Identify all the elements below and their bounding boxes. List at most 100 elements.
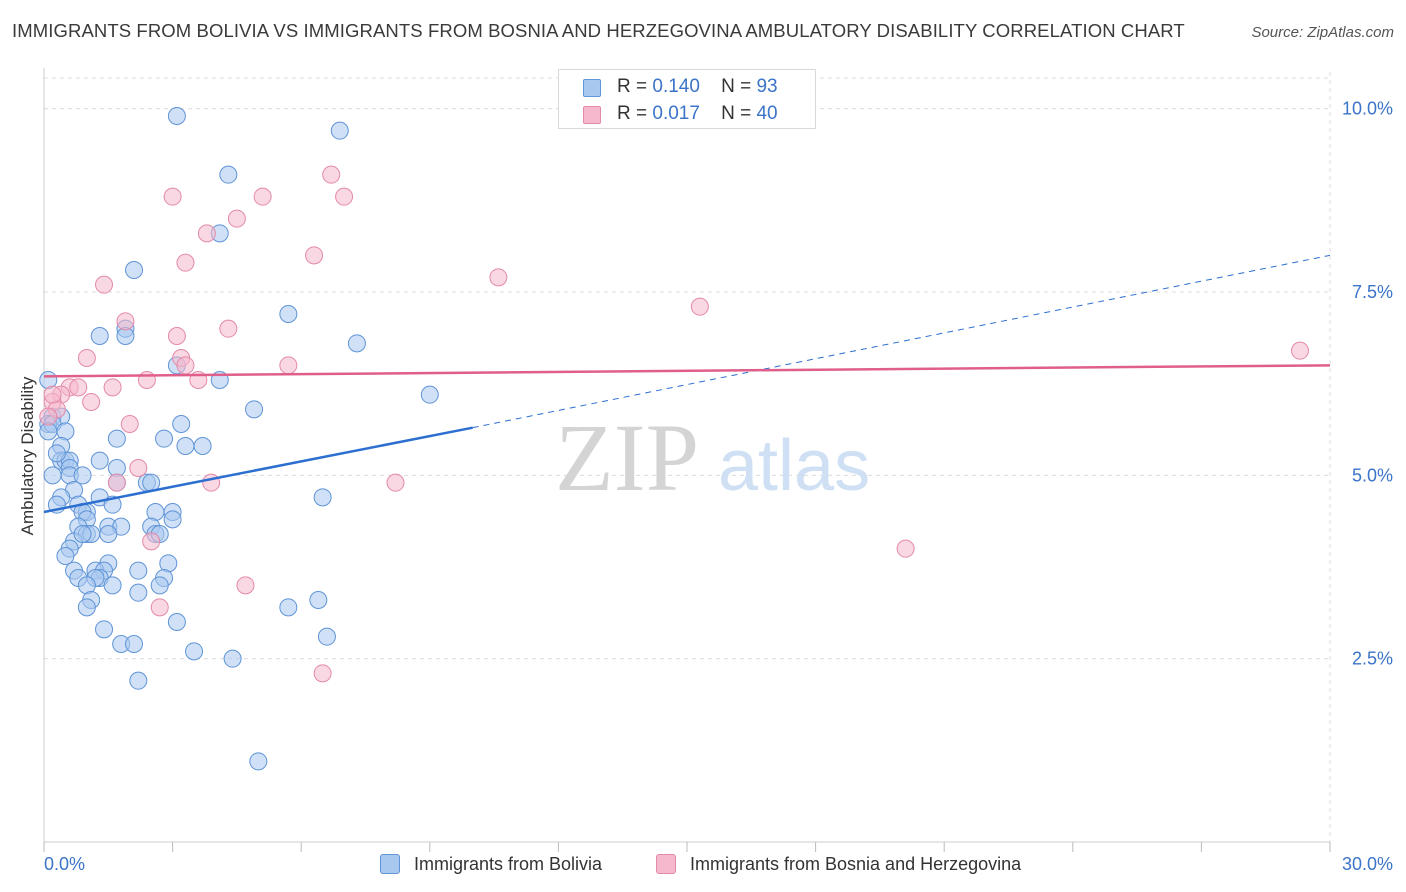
data-point-bosnia bbox=[129, 459, 148, 477]
data-point-bolivia bbox=[73, 525, 92, 543]
correlation-legend: R = 0.140 N = 93 R = 0.017 N = 40 bbox=[558, 69, 816, 129]
data-point-bolivia bbox=[73, 466, 92, 485]
trend-line-bolivia-extension bbox=[472, 254, 1331, 429]
data-point-bolivia bbox=[129, 583, 148, 602]
trend-line-bosnia bbox=[43, 364, 1331, 378]
data-point-bolivia bbox=[347, 334, 366, 353]
legend-label-bolivia: Immigrants from Bolivia bbox=[414, 854, 603, 874]
data-point-bosnia bbox=[279, 356, 298, 375]
data-point-bolivia bbox=[279, 305, 298, 323]
data-point-bosnia bbox=[176, 356, 195, 375]
data-point-bosnia bbox=[95, 275, 114, 294]
data-point-bosnia bbox=[103, 378, 122, 397]
data-point-bosnia bbox=[896, 539, 915, 558]
data-point-bosnia bbox=[176, 253, 195, 272]
legend-r-label: R = bbox=[617, 103, 648, 124]
data-point-bosnia bbox=[82, 393, 101, 411]
data-point-bolivia bbox=[90, 327, 109, 345]
data-point-bosnia bbox=[335, 187, 354, 206]
data-point-bolivia bbox=[150, 576, 169, 595]
data-point-bosnia bbox=[489, 268, 508, 287]
data-point-bolivia bbox=[155, 429, 174, 448]
legend-swatch-pink bbox=[583, 106, 601, 124]
y-tick-label: 7.5% bbox=[1352, 282, 1393, 302]
data-point-bolivia bbox=[245, 400, 264, 419]
data-point-bosnia bbox=[150, 598, 169, 617]
zipatlas-watermark: ZIP atlas bbox=[555, 404, 870, 511]
data-point-bolivia bbox=[279, 598, 298, 617]
data-point-bolivia bbox=[223, 649, 242, 668]
data-point-bosnia bbox=[120, 415, 139, 433]
data-point-bosnia bbox=[116, 312, 135, 331]
y-tick-label: 5.0% bbox=[1352, 465, 1393, 485]
data-point-bosnia bbox=[322, 165, 341, 184]
data-point-bosnia bbox=[313, 664, 332, 683]
data-point-bosnia bbox=[107, 473, 126, 492]
axes bbox=[43, 68, 1331, 852]
data-point-bolivia bbox=[43, 466, 62, 485]
trend-line-bolivia bbox=[43, 426, 473, 514]
data-point-bolivia bbox=[309, 591, 328, 609]
data-point-bolivia bbox=[47, 444, 66, 463]
data-point-bolivia bbox=[167, 613, 186, 631]
data-point-bolivia bbox=[103, 576, 122, 595]
data-point-bosnia bbox=[219, 319, 238, 338]
y-tick-label: 10.0% bbox=[1342, 99, 1393, 119]
chart-title: IMMIGRANTS FROM BOLIVIA VS IMMIGRANTS FR… bbox=[12, 20, 1185, 41]
legend-r-value: 0.140 bbox=[652, 76, 700, 97]
data-point-bosnia bbox=[163, 187, 182, 206]
data-point-bolivia bbox=[125, 261, 144, 279]
data-point-bolivia bbox=[163, 510, 182, 529]
data-point-bolivia bbox=[420, 385, 439, 404]
source-credit: Source: ZipAtlas.com bbox=[1251, 24, 1394, 41]
legend-swatch-blue bbox=[583, 79, 601, 97]
data-point-bolivia bbox=[176, 437, 195, 455]
legend-n-value: 93 bbox=[756, 76, 778, 97]
tick-labels: 2.5% 5.0% 7.5% 10.0% 0.0% 30.0% bbox=[44, 99, 1393, 874]
data-point-bosnia bbox=[236, 576, 255, 595]
legend-swatch-blue bbox=[380, 854, 400, 874]
data-point-bolivia bbox=[172, 415, 191, 433]
legend-n-label: N = bbox=[721, 76, 752, 97]
data-point-bolivia bbox=[129, 561, 148, 580]
legend-r-value: 0.017 bbox=[652, 103, 700, 124]
data-point-bolivia bbox=[125, 635, 144, 653]
x-tick-label-max: 30.0% bbox=[1342, 854, 1393, 874]
data-point-bolivia bbox=[90, 451, 109, 470]
data-point-bosnia bbox=[227, 209, 246, 228]
data-point-bolivia bbox=[330, 121, 349, 140]
series-bolivia-points bbox=[39, 107, 439, 771]
legend-n-label: N = bbox=[721, 103, 752, 124]
x-tick-label-min: 0.0% bbox=[44, 854, 85, 874]
data-point-bolivia bbox=[99, 525, 118, 543]
data-point-bolivia bbox=[193, 437, 212, 455]
data-point-bolivia bbox=[129, 671, 148, 690]
legend-r-label: R = bbox=[617, 76, 648, 97]
data-point-bosnia bbox=[253, 187, 272, 206]
data-point-bolivia bbox=[107, 429, 126, 448]
data-point-bosnia bbox=[197, 224, 216, 243]
data-point-bosnia bbox=[142, 532, 161, 551]
data-point-bosnia bbox=[305, 246, 324, 265]
data-point-bosnia bbox=[77, 349, 96, 367]
y-tick-label: 2.5% bbox=[1352, 649, 1393, 669]
watermark-zip: ZIP bbox=[555, 404, 699, 511]
data-point-bosnia bbox=[137, 371, 156, 389]
data-point-bosnia bbox=[386, 473, 405, 492]
data-point-bolivia bbox=[219, 165, 238, 184]
data-point-bolivia bbox=[249, 752, 268, 771]
legend-label-bosnia: Immigrants from Bosnia and Herzegovina bbox=[690, 854, 1022, 874]
trend-lines bbox=[43, 254, 1331, 514]
watermark-atlas: atlas bbox=[718, 426, 870, 506]
y-axis-label: Ambulatory Disability bbox=[18, 376, 37, 536]
data-point-bosnia bbox=[167, 327, 186, 345]
data-point-bolivia bbox=[167, 107, 186, 125]
data-point-bolivia bbox=[313, 488, 332, 507]
data-point-bolivia bbox=[77, 598, 96, 617]
data-point-bosnia bbox=[690, 297, 709, 316]
data-point-bosnia bbox=[69, 378, 88, 397]
data-point-bolivia bbox=[95, 620, 114, 639]
legend-n-value: 40 bbox=[756, 103, 778, 124]
data-point-bosnia bbox=[1290, 341, 1309, 360]
